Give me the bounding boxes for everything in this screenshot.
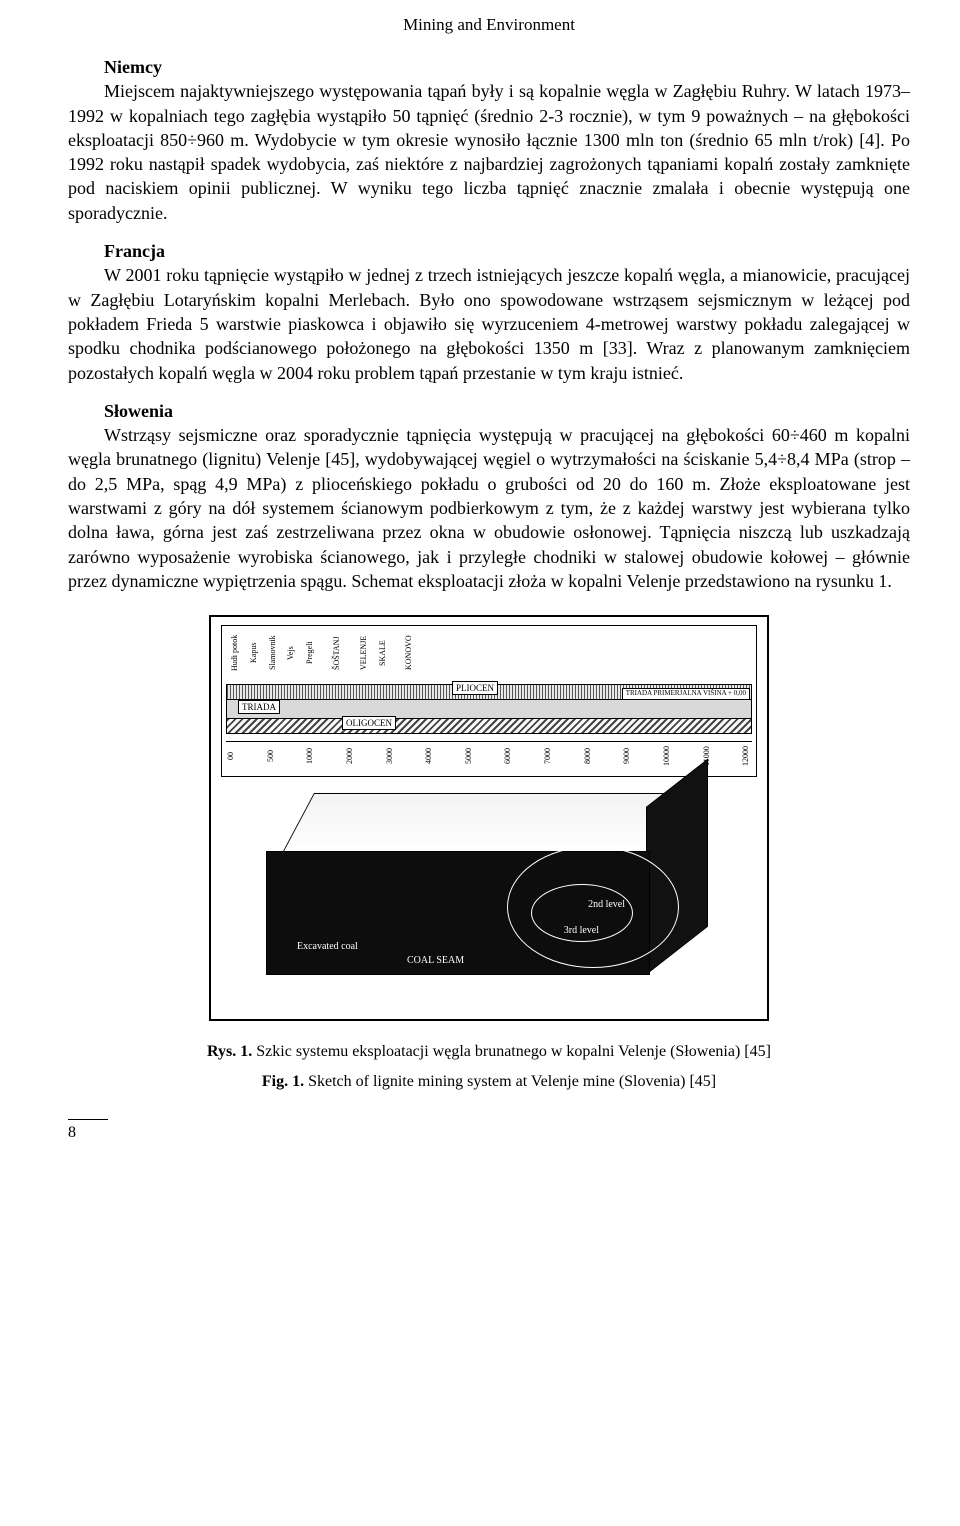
cross-section-ruler: 00 500 1000 2000 3000 4000 5000 6000 700…: [226, 741, 752, 770]
running-header: Mining and Environment: [68, 14, 910, 37]
block-3d: Excavated coal COAL SEAM 2nd level 3rd l…: [281, 793, 701, 983]
block-top-face: [281, 793, 696, 855]
caption-pl-lead: Rys. 1.: [207, 1043, 252, 1060]
block-front-face: Excavated coal COAL SEAM 2nd level 3rd l…: [266, 851, 650, 975]
cs-top-label: KONOVO: [400, 630, 419, 676]
label-coal-seam: COAL SEAM: [407, 954, 464, 968]
section-title-germany: Niemcy: [68, 55, 910, 79]
caption-en: Fig. 1. Sketch of lignite mining system …: [68, 1071, 910, 1093]
figure-box: Hudi potok Kapus Slamovnik Vejs Pregeli …: [209, 615, 769, 1021]
label-excavated: Excavated coal: [297, 940, 358, 954]
cs-top-label: Kapus: [245, 630, 264, 676]
page-number: 8: [68, 1119, 108, 1144]
label-2nd-level: 2nd level: [588, 898, 625, 912]
cs-top-label: Hudi potok: [226, 630, 245, 676]
cs-top-label: Pregeli: [301, 630, 320, 676]
ruler-tick: 4000: [424, 742, 435, 770]
cross-section-diagram: Hudi potok Kapus Slamovnik Vejs Pregeli …: [221, 625, 757, 777]
ruler-tick: 7000: [543, 742, 554, 770]
label-3rd-level: 3rd level: [564, 924, 599, 938]
section-title-france: Francja: [68, 239, 910, 263]
cs-top-label: Slamovnik: [264, 630, 283, 676]
ruler-tick: 12000: [741, 742, 752, 770]
label-triada: TRIADA: [238, 700, 280, 714]
cs-top-label: [347, 630, 355, 676]
section-title-slovenia: Słowenia: [68, 399, 910, 423]
ruler-tick: 6000: [503, 742, 514, 770]
section-france: Francja W 2001 roku tąpnięcie wystąpiło …: [68, 239, 910, 385]
ruler-tick: 9000: [622, 742, 633, 770]
figure-1: Hudi potok Kapus Slamovnik Vejs Pregeli …: [68, 615, 910, 1027]
para-germany: Miejscem najaktywniejszego występowania …: [68, 79, 910, 225]
label-pliocen: PLIOCEN: [452, 681, 498, 695]
cs-top-label: SKALE: [374, 630, 393, 676]
label-right: TRIADA PRIMERJALNA VIŠINA + 0,00: [622, 688, 750, 699]
ruler-tick: 2000: [345, 742, 356, 770]
cross-section-top-labels: Hudi potok Kapus Slamovnik Vejs Pregeli …: [226, 630, 752, 676]
caption-en-text: Sketch of lignite mining system at Velen…: [304, 1073, 716, 1090]
ruler-tick: 3000: [385, 742, 396, 770]
cs-top-label: VELENJE: [355, 630, 374, 676]
para-slovenia: Wstrząsy sejsmiczne oraz sporadycznie tą…: [68, 423, 910, 593]
ruler-tick: 10000: [662, 742, 673, 770]
caption-pl-text: Szkic systemu eksploatacji węgla brunatn…: [252, 1043, 771, 1060]
ruler-tick: 8000: [583, 742, 594, 770]
cs-top-label: Vejs: [282, 630, 301, 676]
ruler-tick: 00: [226, 742, 237, 770]
band-oligocen: [226, 718, 752, 734]
caption-pl: Rys. 1. Szkic systemu eksploatacji węgla…: [68, 1041, 910, 1063]
band-triada: [226, 699, 752, 719]
cs-top-label: [320, 630, 328, 676]
ruler-tick: 5000: [464, 742, 475, 770]
cs-top-label: ŠOŠTANJ: [328, 630, 347, 676]
section-slovenia: Słowenia Wstrząsy sejsmiczne oraz sporad…: [68, 399, 910, 593]
ruler-tick: 500: [266, 742, 277, 770]
ruler-tick: 1000: [305, 742, 316, 770]
para-france: W 2001 roku tąpnięcie wystąpiło w jednej…: [68, 263, 910, 384]
caption-en-lead: Fig. 1.: [262, 1073, 304, 1090]
section-germany: Niemcy Miejscem najaktywniejszego występ…: [68, 55, 910, 225]
label-oligocen: OLIGOCEN: [342, 716, 396, 730]
block-diagram: Excavated coal COAL SEAM 2nd level 3rd l…: [221, 783, 757, 1013]
